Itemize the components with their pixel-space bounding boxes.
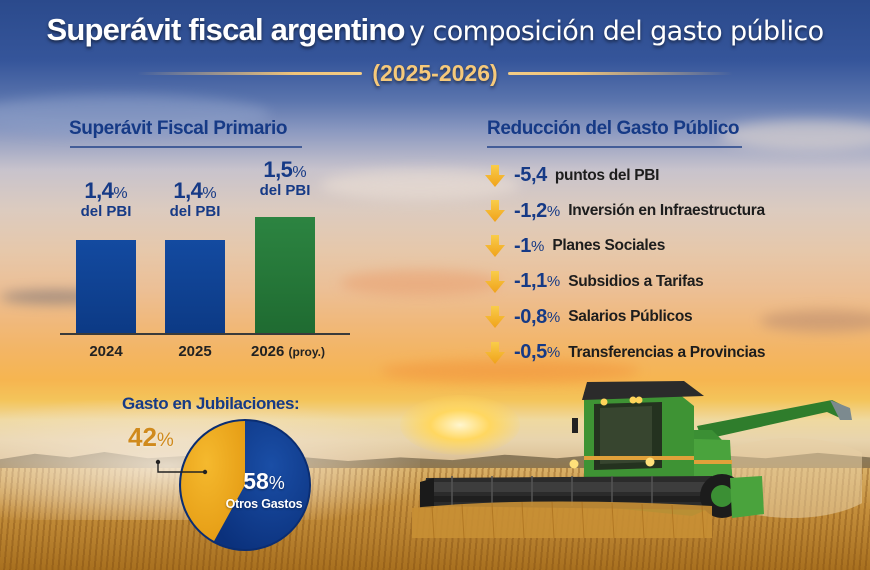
title-strong: Superávit fiscal argentino [46,12,405,47]
reduction-label: puntos del PBI [554,166,660,184]
x-label-2024: 2024 [46,343,166,360]
pension-pie-chart [178,418,312,552]
bar-value-percent: % [202,185,217,202]
sun-decoration [400,395,520,455]
reduction-section-rule [487,146,742,148]
bar-value-unit: del PBI [80,203,132,220]
down-arrow-icon [485,200,505,223]
down-arrow-icon [485,306,505,329]
combine-harvester-illustration [412,381,862,538]
bar-fill [255,217,315,333]
pie-label-percent: % [156,430,174,451]
x-label-year: 2026 [251,343,285,360]
reduction-label: Planes Sociales [552,237,666,255]
pension-section-title: Gasto en Jubilaciones: [122,394,300,413]
surplus-section-title: Superávit Fiscal Primario [69,118,288,139]
pie-label-caption: Otros Gastos [225,497,303,511]
x-label-year: 2024 [89,343,123,360]
subtitle-rule-right [507,71,733,75]
reduction-value: -5,4 [514,164,547,187]
reduction-percent: % [530,237,545,255]
reduction-percent: % [546,273,561,291]
pie-label-jubilaciones: 42% [128,422,174,453]
pie-graphic [179,419,311,551]
reduction-value: -1,2 [514,199,547,222]
list-item: -0,8% Salarios Públicos [484,300,834,335]
bar-value-percent: % [113,185,128,202]
reduction-value: -0,5 [514,341,547,364]
reduction-label: Subsidios a Tarifas [568,272,704,290]
pie-slice-otros-gastos [214,420,310,549]
pie-leader-line [155,459,208,475]
subtitle: (2025-2026) [372,59,498,86]
bar-value-percent: % [292,164,307,181]
x-axis-line [60,333,350,335]
down-arrow-icon [485,341,505,364]
subtitle-row: (2025-2026) [0,58,870,88]
surplus-section-rule [70,146,302,148]
reduction-list: -5,4 puntos del PBI -1,2% Inversión en I… [484,158,834,370]
pie-slice-jubilaciones [181,421,245,541]
x-label-note: (proy.) [288,345,325,359]
cloud-decoration [340,270,500,296]
reduction-value: -0,8 [514,305,547,328]
reduction-label: Salarios Públicos [568,308,693,326]
bar-value-number: 1,4 [173,178,203,203]
reduction-percent: % [546,202,561,220]
bar-value-label: 1,4% del PBI [145,178,245,220]
cloud-decoration [720,120,870,150]
bar-value-number: 1,4 [84,178,114,203]
reduction-label: Transferencias a Provincias [568,343,766,361]
page-title: Superávit fiscal argentino y composición… [0,12,870,48]
bar-value-label: 1,5% del PBI [235,157,335,199]
bar-fill [165,240,225,333]
x-label-2026: 2026 (proy.) [228,343,348,360]
reduction-value: -1,1 [514,270,547,293]
pie-label-percent: % [268,473,285,493]
down-arrow-icon [485,270,505,293]
bar-2025: 1,4% del PBI [165,180,225,333]
reduction-percent: % [546,344,561,362]
cloud-decoration [380,360,640,382]
title-light: y composición del gasto público [409,16,824,47]
list-item: -0,5% Transferencias a Provincias [484,335,834,370]
pie-label-number: 42 [128,422,157,452]
surplus-bar-chart: 1,4% del PBI 1,4% del PBI 1,5% del PBI 2… [60,159,350,370]
bar-value-number: 1,5 [263,157,293,182]
bar-value-unit: del PBI [169,203,221,220]
x-label-2025: 2025 [135,343,255,360]
subtitle-rule-left [137,71,363,75]
reduction-section-title: Reducción del Gasto Público [487,118,740,139]
reduction-value: -1 [514,234,531,257]
pie-label-number: 58 [243,468,269,494]
reduction-label: Inversión en Infraestructura [568,202,765,220]
list-item: -1% Planes Sociales [484,229,834,264]
list-item: -1,1% Subsidios a Tarifas [484,264,834,299]
pie-label-otros-gastos: 58% Otros Gastos [218,468,310,511]
list-item: -5,4 puntos del PBI [484,158,834,193]
bar-2026: 1,5% del PBI [255,159,315,333]
down-arrow-icon [485,164,505,187]
bar-2024: 1,4% del PBI [76,180,136,333]
x-label-year: 2025 [178,343,212,360]
reduction-percent: % [546,308,561,326]
list-item: -1,2% Inversión en Infraestructura [484,193,834,228]
cloud-decoration [0,95,270,135]
bar-fill [76,240,136,333]
bar-value-unit: del PBI [259,182,311,199]
bar-value-label: 1,4% del PBI [56,178,156,220]
cloud-decoration [760,310,870,332]
down-arrow-icon [485,235,505,258]
